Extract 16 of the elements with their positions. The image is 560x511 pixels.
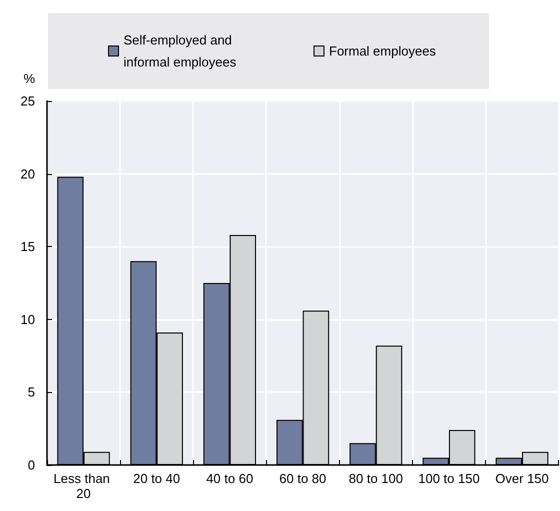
x-tick-label: 60 to 80: [279, 471, 326, 486]
y-axis-title: %: [23, 71, 36, 86]
y-tick-label: 5: [28, 384, 35, 400]
legend-label: Formal employees: [329, 44, 436, 58]
x-tick-label: 80 to 100: [348, 471, 403, 486]
y-tick-label: 25: [20, 94, 35, 108]
y-tick-label: 20: [20, 166, 35, 182]
x-tick-label: 100 to 150: [418, 471, 480, 486]
x-tick-label: Less than 20: [54, 471, 114, 501]
legend-label: Self-employed and informal employees: [124, 32, 237, 70]
x-tick-label: 20 to 40: [133, 471, 180, 486]
x-tick-label: Over 150: [495, 471, 549, 486]
y-tick-label: 10: [20, 312, 35, 327]
y-tick-label: 0: [28, 458, 35, 472]
x-tick-label: 40 to 60: [206, 471, 254, 486]
y-tick-label: 15: [20, 239, 35, 254]
